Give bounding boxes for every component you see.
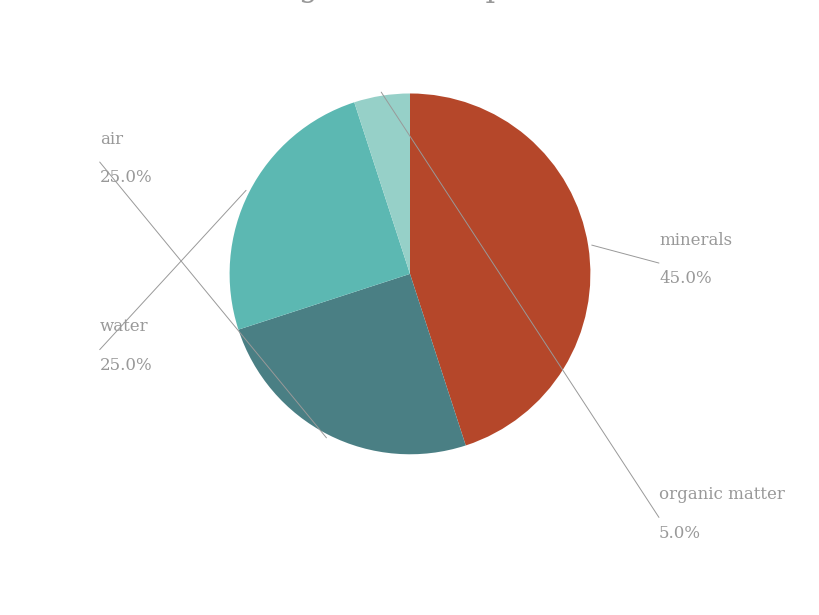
Wedge shape [238,274,465,454]
Text: Dirt: Dirt [41,593,75,606]
Wedge shape [354,93,410,274]
Wedge shape [410,93,590,445]
Text: LearnDirt.com: LearnDirt.com [667,578,794,597]
Text: organic matter: organic matter [658,486,784,503]
Wedge shape [229,102,410,330]
Text: minerals: minerals [658,232,731,248]
Text: Learn: Learn [41,568,90,582]
Text: 25.0%: 25.0% [100,357,152,374]
Text: 45.0%: 45.0% [658,270,711,287]
Text: 5.0%: 5.0% [658,525,700,542]
Text: air: air [100,130,123,148]
Title: Average Soil Composition: Average Soil Composition [210,0,609,2]
Text: 25.0%: 25.0% [100,169,152,186]
Text: water: water [100,318,148,335]
